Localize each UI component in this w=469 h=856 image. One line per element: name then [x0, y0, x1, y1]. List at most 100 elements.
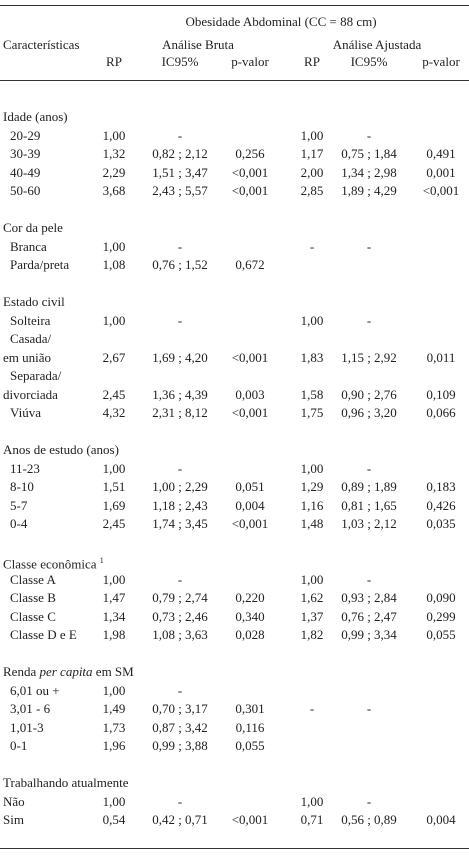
cell: 2,45: [102, 386, 126, 402]
row-label: em união: [3, 349, 52, 365]
section-title: Renda per capita em SM: [3, 664, 134, 679]
cell: -: [177, 127, 183, 143]
cell: 0,426: [426, 497, 456, 513]
cell: 0,82 ; 2,12: [152, 146, 208, 161]
cell: 0,71: [300, 812, 324, 827]
top-rule: [0, 5, 469, 6]
cell: 0,56 ; 0,89: [341, 812, 397, 827]
cell: 0,99 ; 3,88: [152, 738, 208, 753]
cell: -: [309, 238, 315, 254]
cell: 0,055: [235, 738, 265, 753]
cell: 1,00: [300, 312, 324, 328]
cell: 0,491: [426, 146, 456, 161]
row-label: Casada/: [10, 331, 52, 346]
cell: 1,73: [102, 719, 126, 735]
group-header: Análise Bruta: [162, 37, 234, 52]
cell: 1,00: [300, 793, 324, 809]
cell: 0,066: [426, 405, 456, 420]
cell: 3,68: [102, 183, 126, 198]
cell: 0,004: [426, 812, 456, 827]
cell: -: [366, 460, 372, 476]
cell: 0,73 ; 2,46: [152, 608, 208, 624]
row-label: Viúva: [10, 405, 41, 420]
cell: <0,001: [231, 183, 269, 198]
cell: 0,001: [426, 164, 456, 180]
cell: 1,32: [102, 146, 126, 161]
cell: 1,83: [300, 349, 324, 365]
cell: -: [177, 238, 183, 254]
cell: 0,93 ; 2,84: [341, 590, 397, 605]
first-column-header: Características: [3, 37, 80, 52]
cell: 1,75: [300, 405, 324, 420]
row-label: 11-23: [10, 460, 40, 476]
row-label: Não: [3, 793, 25, 809]
row-label: Classe C: [10, 608, 56, 624]
cell: -: [177, 793, 183, 809]
cell: 0,42 ; 0,71: [152, 812, 208, 827]
row-label: 0-4: [10, 516, 28, 531]
footnote-mark: 1: [99, 556, 104, 565]
row-label: Sim: [3, 812, 24, 827]
column-header: IC95%: [350, 54, 388, 69]
cell: -: [366, 571, 372, 587]
cell: 1,00: [300, 127, 324, 143]
cell: 1,49: [102, 701, 126, 716]
cell: 4,32: [102, 405, 126, 420]
title-rest: em SM: [95, 664, 134, 679]
cell: 1,00: [300, 460, 324, 476]
cell: 1,15 ; 2,92: [341, 349, 397, 365]
cell: 0,220: [235, 590, 265, 605]
cell: 1,00: [102, 682, 126, 698]
cell: 1,00: [300, 571, 324, 587]
cell: 0,011: [426, 349, 456, 365]
cell: 1,36 ; 4,39: [152, 386, 208, 402]
cell: 2,29: [102, 164, 126, 180]
cell: 0,090: [426, 590, 456, 605]
cell: -: [366, 701, 372, 716]
section-title: Estado civil: [3, 294, 65, 309]
row-label: Solteira: [10, 312, 51, 328]
cell: 0,76 ; 2,47: [341, 608, 397, 624]
header-rule: [0, 80, 469, 81]
cell: 0,79 ; 2,74: [152, 590, 208, 605]
cell: 1,48: [300, 516, 324, 531]
cell: -: [177, 571, 183, 587]
row-label: divorciada: [3, 386, 58, 402]
cell: 1,08: [102, 257, 126, 272]
section-title: Anos de estudo (anos): [3, 442, 119, 457]
cell: 0,003: [235, 386, 265, 402]
cell: 0,301: [235, 701, 265, 716]
cell: 1,17: [300, 146, 324, 161]
cell: 0,89 ; 1,89: [341, 479, 397, 494]
row-label: 50-60: [10, 183, 41, 198]
cell: -: [309, 701, 315, 716]
cell: 1,08 ; 3,63: [152, 627, 208, 642]
super-header: Obesidade Abdominal (CC = 88 cm): [185, 14, 377, 29]
cell: 0,672: [235, 257, 265, 272]
row-label: 3,01 - 6: [10, 701, 51, 716]
cell: 0,109: [426, 386, 456, 402]
row-label: Classe A: [10, 571, 56, 587]
row-label: Classe B: [10, 590, 56, 605]
cell: -: [366, 793, 372, 809]
cell: 0,54: [102, 812, 126, 827]
cell: 0,299: [426, 608, 456, 624]
cell: 0,70 ; 3,17: [152, 701, 208, 716]
cell: -: [366, 127, 372, 143]
cell: 1,00 ; 2,29: [152, 479, 208, 494]
cell: 1,34 ; 2,98: [341, 164, 397, 180]
cell: 0,96 ; 3,20: [341, 405, 397, 420]
cell: 0,183: [426, 479, 456, 494]
group-header: Análise Ajustada: [332, 37, 422, 52]
cell: 1,47: [102, 590, 126, 605]
column-header: p-valor: [422, 54, 460, 69]
row-label: Branca: [10, 238, 47, 254]
cell: -: [177, 460, 183, 476]
row-label: Parda/preta: [10, 257, 70, 272]
cell: 1,62: [300, 590, 324, 605]
cell: <0,001: [231, 164, 269, 180]
cell: <0,001: [231, 405, 269, 420]
cell: 0,035: [426, 516, 456, 531]
column-header: p-valor: [231, 54, 269, 69]
